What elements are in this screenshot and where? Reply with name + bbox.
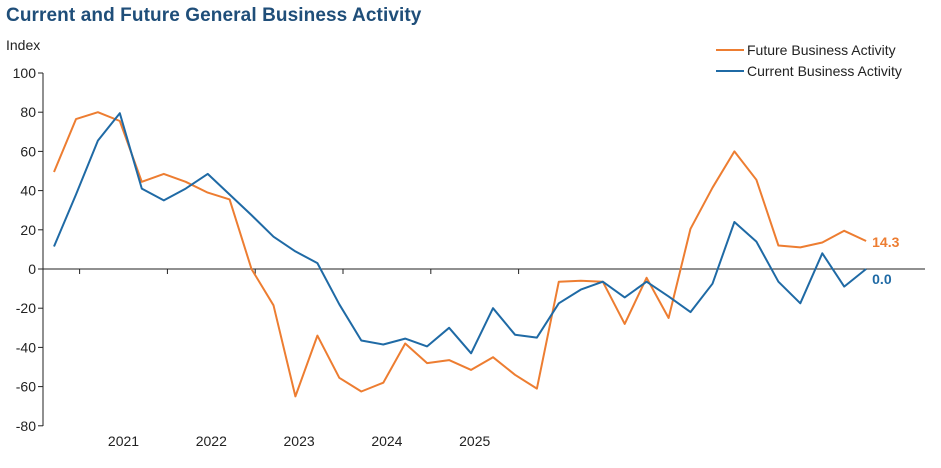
y-tick-label: -60: [16, 379, 36, 395]
x-tick-label: 2022: [196, 433, 227, 449]
legend-label: Future Business Activity: [747, 42, 896, 58]
current-end-label: 0.0: [872, 271, 892, 287]
y-tick-label: 100: [13, 65, 37, 81]
x-tick-label: 2024: [371, 433, 402, 449]
future-end-label: 14.3: [872, 234, 899, 250]
y-tick-label: 20: [20, 222, 36, 238]
legend: Future Business Activity Current Business…: [716, 42, 902, 79]
x-tick-label: 2025: [459, 433, 490, 449]
y-tick-label: -80: [16, 418, 36, 434]
y-tick-label: 80: [20, 104, 36, 120]
future-activity-line: [53, 111, 867, 398]
y-tick-label: 0: [28, 261, 36, 277]
y-tick-label: -40: [16, 339, 36, 355]
chart-title: Current and Future General Business Acti…: [6, 5, 422, 26]
y-axis-label: Index: [6, 37, 41, 53]
current-activity-line: [53, 112, 867, 355]
y-tick-label: 40: [20, 183, 36, 199]
x-tick-label: 2021: [108, 433, 139, 449]
y-tick-label: -20: [16, 300, 36, 316]
legend-label: Current Business Activity: [747, 63, 902, 79]
y-tick-label: 60: [20, 143, 36, 159]
axes: 100 80 60 40 20 0 -20 -40 -60 -80 2021 2022 2023 2024…: [13, 65, 925, 449]
x-tick-label: 2023: [284, 433, 315, 449]
series-group: 14.3 0.0: [53, 111, 900, 398]
